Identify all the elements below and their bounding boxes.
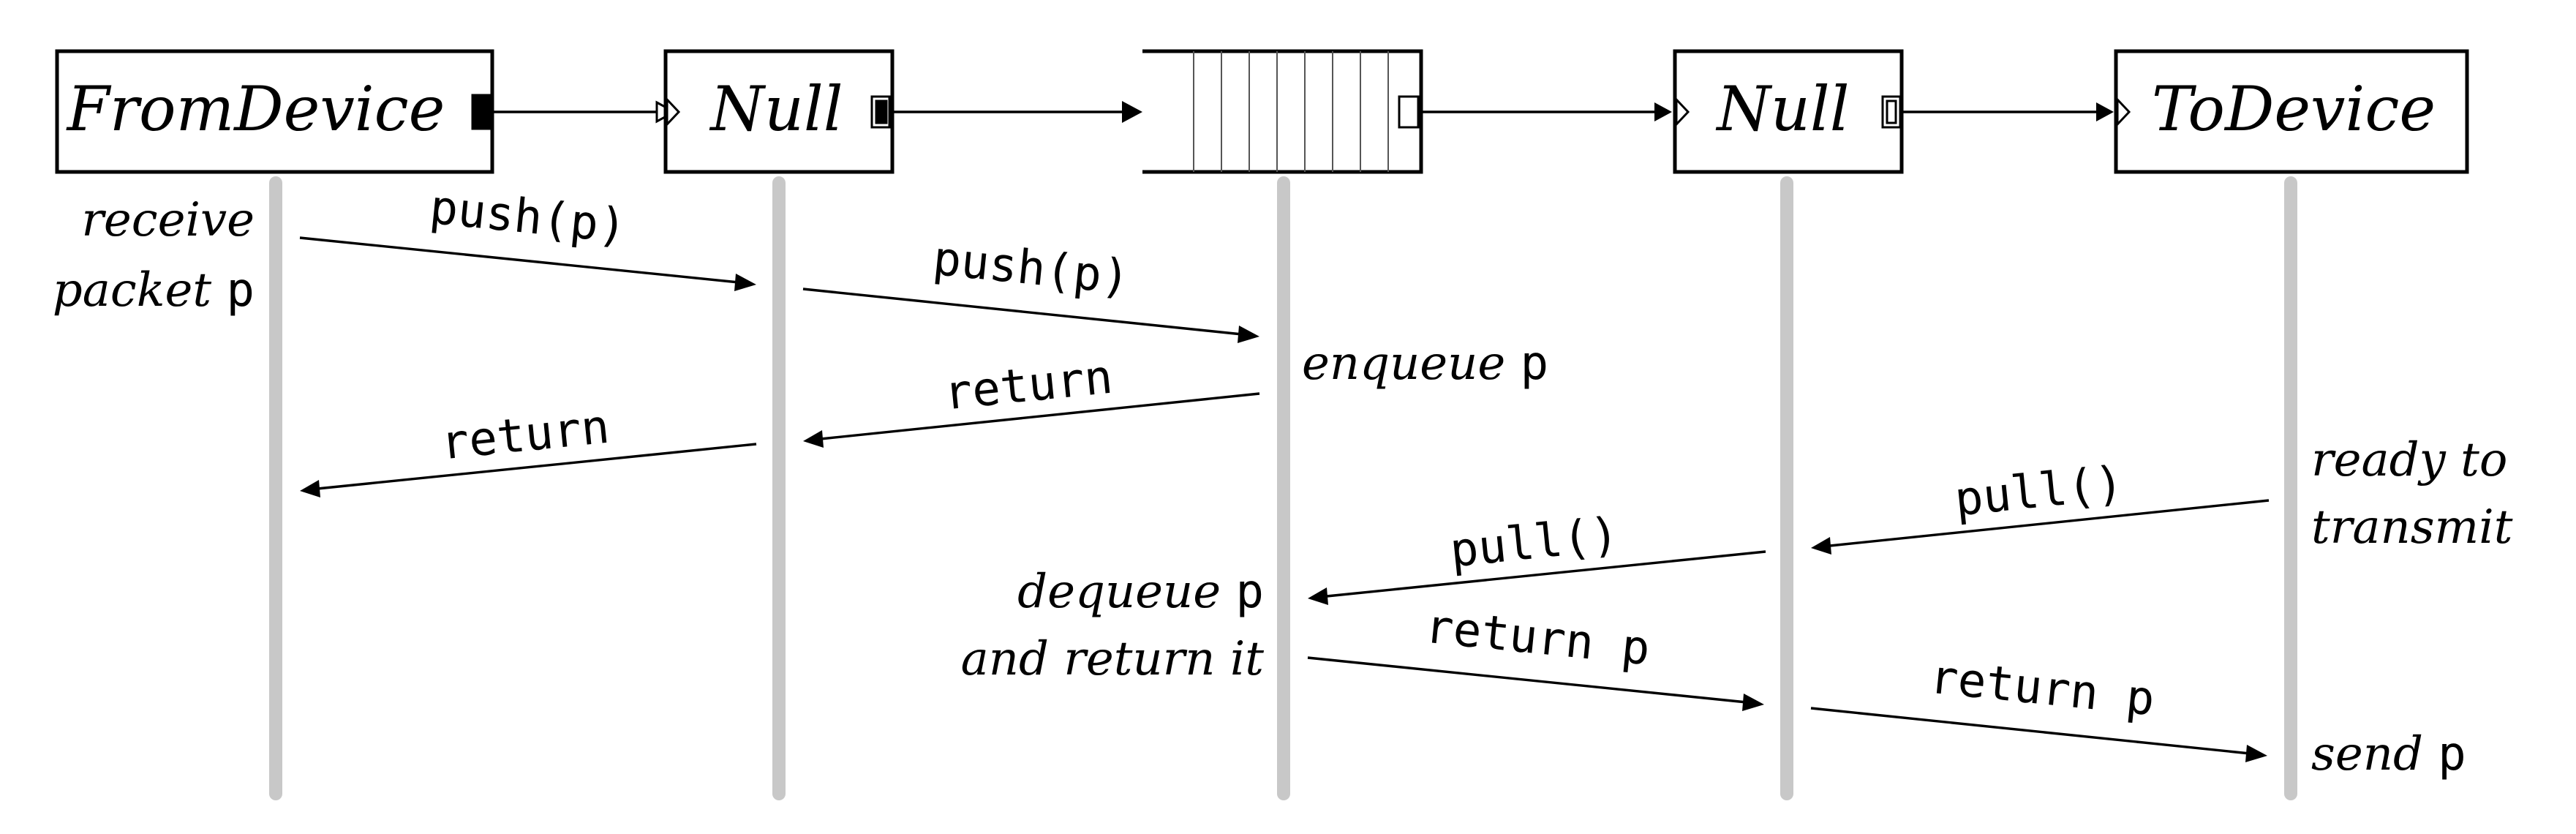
message-pull-1: pull() bbox=[1811, 457, 2270, 555]
output-port-inner-icon bbox=[1886, 99, 1897, 124]
input-port-icon bbox=[666, 97, 681, 127]
element-null1-label: Null bbox=[709, 73, 843, 145]
message-push-2-label: push(p) bbox=[930, 232, 1132, 306]
push-output-port-icon bbox=[471, 94, 492, 130]
message-pull-1-label: pull() bbox=[1952, 457, 2125, 527]
arrowhead-icon bbox=[2245, 745, 2267, 762]
connector-arrow-null2-icon bbox=[1654, 102, 1672, 121]
arrowhead-icon bbox=[1811, 537, 1831, 555]
message-return-p-1: return p bbox=[1307, 600, 1764, 711]
note-dequeue-text: dequeue bbox=[1017, 565, 1221, 619]
note-dequeue-line2: and return it bbox=[961, 632, 1265, 686]
note-send-code: p bbox=[2438, 727, 2466, 781]
message-return-1: return bbox=[803, 350, 1260, 448]
message-push-1-label: push(p) bbox=[427, 181, 629, 255]
svg-text:enqueue p: enqueue p bbox=[1302, 337, 1548, 391]
message-push-1: push(p) bbox=[299, 181, 756, 291]
note-receive-packet-text: packet bbox=[53, 263, 212, 318]
note-dequeue: dequeue p and return it bbox=[961, 565, 1265, 686]
arrowhead-icon bbox=[300, 480, 320, 497]
note-ready-line2: transmit bbox=[2311, 500, 2513, 555]
message-pull-2: pull() bbox=[1308, 508, 1766, 605]
arrowhead-icon bbox=[734, 274, 756, 291]
message-push-2: push(p) bbox=[802, 232, 1259, 343]
svg-text:send p: send p bbox=[2311, 727, 2466, 781]
message-return-2: return bbox=[300, 400, 757, 497]
arrowhead-icon bbox=[1238, 326, 1259, 343]
element-null1: Null bbox=[663, 49, 895, 174]
arrowhead-icon bbox=[1308, 587, 1328, 605]
element-queue bbox=[1142, 49, 1423, 174]
element-fromdevice: FromDevice bbox=[55, 49, 494, 174]
connector-arrow-todevice-icon bbox=[2096, 102, 2114, 121]
note-send-text: send bbox=[2311, 727, 2423, 781]
note-ready-line1: ready to bbox=[2311, 433, 2507, 487]
svg-text:receive: receive bbox=[81, 193, 255, 247]
note-receive-packet-code: p bbox=[226, 263, 255, 318]
arrowhead-icon bbox=[803, 430, 824, 448]
message-return-p-2-label: return p bbox=[1927, 650, 2157, 727]
message-return-p-1-label: return p bbox=[1423, 600, 1652, 677]
message-return-p-2: return p bbox=[1810, 650, 2267, 762]
note-receive-packet: receive packet p bbox=[53, 193, 255, 318]
input-port-icon bbox=[1675, 97, 1690, 127]
note-send: send p bbox=[2311, 727, 2466, 781]
note-enqueue: enqueue p bbox=[1302, 337, 1548, 391]
element-null2-label: Null bbox=[1715, 73, 1849, 145]
queue-output-port-icon bbox=[1398, 95, 1420, 129]
element-fromdevice-label: FromDevice bbox=[66, 73, 445, 145]
element-todevice: ToDevice bbox=[2114, 49, 2469, 174]
element-null2: Null bbox=[1673, 49, 1904, 174]
svg-text:packet p: packet p bbox=[53, 263, 255, 318]
input-port-icon bbox=[2116, 97, 2131, 127]
output-port-fill-icon bbox=[875, 99, 888, 124]
note-enqueue-code: p bbox=[1521, 337, 1549, 391]
note-receive-line1: receive bbox=[81, 193, 255, 247]
note-ready-to-transmit: ready to transmit bbox=[2311, 433, 2513, 555]
note-enqueue-text: enqueue bbox=[1302, 337, 1505, 391]
connector-arrow-queue-icon bbox=[1122, 101, 1142, 123]
arrowhead-icon bbox=[1742, 694, 1764, 711]
svg-text:dequeue p: dequeue p bbox=[1017, 565, 1264, 619]
element-todevice-label: ToDevice bbox=[2152, 73, 2436, 145]
note-dequeue-code: p bbox=[1235, 565, 1264, 619]
